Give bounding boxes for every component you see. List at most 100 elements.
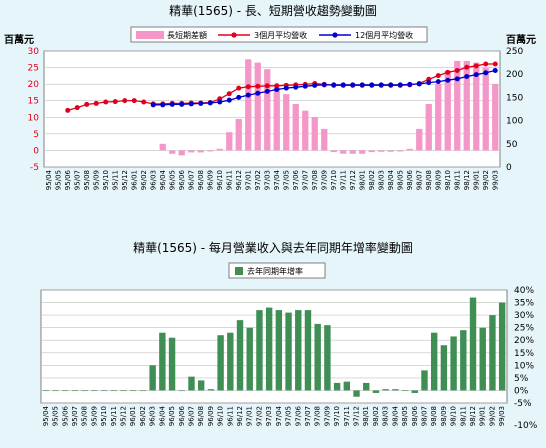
data-point	[131, 98, 137, 104]
bar	[302, 110, 309, 151]
x-tick-label: 97/06	[294, 405, 302, 426]
data-point	[359, 82, 365, 88]
x-tick-label: 96/11	[226, 406, 234, 426]
x-tick-label: 95/04	[42, 405, 50, 426]
y-tick-label: 0	[506, 163, 512, 173]
y-tick-label: 5	[33, 130, 39, 140]
chart-title: 精華(1565) - 長、短期營收趨勢變動圖	[169, 3, 377, 18]
x-tick-label: 96/05	[168, 170, 176, 190]
x-tick-label: 98/03	[382, 406, 390, 426]
data-point	[445, 77, 451, 83]
bar	[235, 118, 242, 151]
data-point	[264, 83, 270, 89]
x-tick-label: 98/07	[415, 170, 423, 190]
bar	[378, 150, 385, 152]
data-point	[492, 67, 498, 73]
x-tick-label: 95/07	[71, 406, 79, 426]
y-tick-label: -5%	[514, 399, 532, 409]
y-axis-ticks: 40% 35% 30% 25% 20% 15% 10% 5% 0% -5% -10%	[514, 286, 538, 431]
data-point	[426, 80, 432, 86]
bar	[81, 390, 88, 392]
bar	[178, 390, 185, 392]
x-tick-label: 98/04	[391, 405, 399, 426]
bar	[71, 390, 79, 392]
bar	[411, 390, 418, 393]
x-tick-label: 99/03	[498, 406, 506, 426]
y-tick-label: 15%	[514, 349, 534, 359]
data-point	[274, 87, 280, 93]
bar	[188, 150, 195, 153]
bar	[110, 390, 118, 392]
bar	[444, 70, 451, 151]
y-tick-label: 15	[28, 97, 39, 107]
bar	[91, 390, 98, 392]
data-point	[473, 63, 479, 69]
bar	[353, 390, 360, 397]
bar	[292, 104, 299, 151]
data-point	[483, 70, 489, 76]
bar	[264, 69, 271, 151]
bar-series	[42, 297, 506, 397]
y-tick-label: 35%	[514, 299, 534, 309]
bar	[372, 390, 380, 393]
y-tick-label: 200	[506, 70, 523, 80]
left-axis-ticks: 30 25 20 15 10 5 0 -5	[28, 47, 40, 173]
data-point	[264, 88, 270, 94]
bar	[450, 336, 457, 391]
data-point	[321, 82, 327, 88]
x-tick-label: 97/10	[333, 406, 341, 426]
series-line	[67, 63, 496, 112]
bar	[100, 390, 108, 392]
bar	[498, 302, 506, 391]
x-tick-label: 99/01	[479, 406, 487, 426]
bar	[52, 390, 59, 392]
bar	[216, 148, 223, 151]
bar	[42, 390, 50, 392]
bar	[256, 310, 263, 391]
y-tick-label: -10%	[514, 421, 538, 431]
data-point	[473, 72, 479, 78]
legend-label: 去年同期年增率	[247, 266, 303, 276]
legend-marker	[332, 32, 338, 38]
x-tick-label: 96/09	[206, 170, 214, 190]
bar	[207, 389, 215, 391]
bar	[217, 335, 224, 391]
x-tick-label: 96/02	[140, 170, 148, 190]
x-tick-label: 97/08	[314, 406, 322, 426]
bar	[197, 380, 205, 391]
chart-legend: 長短期差額 3個月平均營收 12個月平均營收	[130, 26, 428, 43]
data-point	[150, 102, 156, 108]
data-point	[103, 99, 109, 105]
bar-series	[159, 59, 499, 156]
x-tick-label: 97/11	[343, 406, 351, 426]
data-point	[378, 82, 384, 88]
x-tick-label: 97/07	[304, 406, 312, 426]
bar	[460, 330, 467, 391]
x-tick-label: 98/04	[387, 169, 395, 190]
left-unit-label: 百萬元	[4, 33, 34, 46]
x-tick-label: 97/02	[255, 406, 263, 426]
data-point	[74, 105, 80, 111]
x-tick-label: 98/01	[362, 406, 370, 426]
x-tick-label: 95/10	[100, 406, 108, 426]
bar	[425, 104, 432, 151]
x-axis-ticks: 95/04 95/05 95/06 95/07 95/08 95/09 95/10 95/11…	[45, 169, 500, 190]
x-tick-label: 95/04	[45, 169, 53, 190]
x-tick-label: 95/11	[111, 170, 119, 190]
data-point	[236, 85, 242, 91]
data-point	[84, 101, 90, 107]
bar	[311, 117, 318, 151]
data-point	[369, 82, 375, 88]
x-tick-label: 99/01	[472, 170, 480, 190]
x-tick-label: 97/12	[353, 406, 361, 426]
data-point	[226, 97, 232, 103]
data-point	[245, 92, 251, 98]
data-point	[160, 102, 166, 108]
x-tick-label: 95/08	[83, 170, 91, 190]
bar	[314, 323, 321, 391]
bar	[285, 312, 292, 391]
x-tick-label: 98/11	[453, 170, 461, 190]
legend-box	[130, 26, 428, 43]
bar	[416, 128, 423, 151]
x-tick-label: 95/09	[90, 406, 98, 426]
